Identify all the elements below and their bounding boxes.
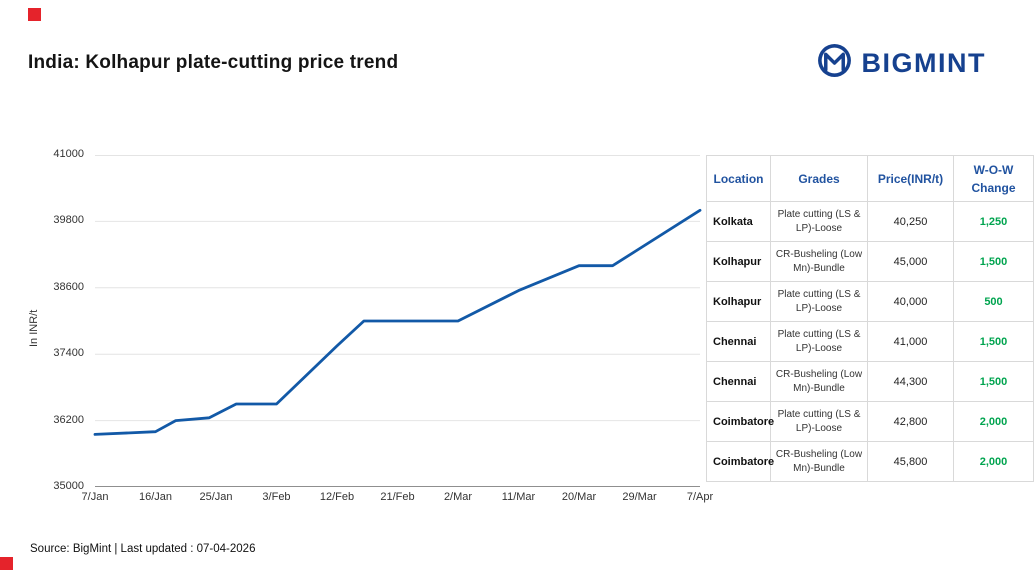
y-tick-label: 35000	[53, 480, 84, 492]
grade-cell: CR-Busheling (Low Mn)-Bundle	[770, 441, 868, 482]
y-axis-tick-labels: 35000 36200 37400 38600 39800 41000	[0, 148, 90, 492]
y-tick-label: 39800	[53, 214, 84, 227]
wow-change-cell: 2,000	[953, 401, 1034, 442]
price-table-row: Chennai Plate cutting (LS & LP)-Loose 41,0…	[706, 321, 1034, 362]
x-tick-label: 29/Mar	[622, 491, 657, 503]
grade-cell: Plate cutting (LS & LP)-Loose	[770, 281, 868, 322]
bigmint-logo-text: BIGMINT	[861, 47, 986, 78]
price-trend-line	[93, 208, 702, 436]
x-tick-label: 21/Feb	[380, 491, 415, 503]
x-tick-label: 20/Mar	[561, 491, 597, 503]
price-cell: 41,000	[867, 321, 954, 362]
x-tick-label: 11/Mar	[501, 491, 536, 503]
grade-cell: Plate cutting (LS & LP)-Loose	[770, 321, 868, 362]
y-tick-label: 36200	[53, 413, 84, 426]
column-header-price-inr-t-: Price(INR/t)	[867, 155, 954, 202]
x-tick-label: 3/Feb	[262, 491, 291, 503]
location-cell: Chennai	[706, 361, 771, 402]
page-title: India: Kolhapur plate-cutting price tren…	[28, 52, 399, 73]
price-cell: 40,250	[867, 201, 954, 242]
x-tick-label: 7/Jan	[81, 491, 109, 503]
wow-change-cell: 1,500	[953, 361, 1034, 402]
price-trend-chart	[93, 155, 702, 487]
price-cell: 40,000	[867, 281, 954, 322]
location-cell: Kolhapur	[706, 281, 771, 322]
price-table: Location Grades Price(INR/t) W-O-W Change K…	[706, 155, 1034, 482]
x-tick-label: 2/Mar	[443, 491, 473, 503]
location-cell: Kolhapur	[706, 241, 771, 282]
column-header-location: Location	[706, 155, 771, 202]
wow-change-cell: 1,250	[953, 201, 1034, 242]
grade-cell: Plate cutting (LS & LP)-Loose	[770, 201, 868, 242]
grade-cell: CR-Busheling (Low Mn)-Bundle	[770, 241, 868, 282]
price-cell: 44,300	[867, 361, 954, 402]
x-axis-tick-labels: 7/Jan 16/Jan 25/Jan 3/Feb 12/Feb 21/Feb 2/Mar 1…	[82, 491, 714, 507]
column-header-w-o-w-change: W-O-W Change	[953, 155, 1034, 202]
wow-change-cell: 1,500	[953, 241, 1034, 282]
y-tick-label: 41000	[53, 148, 84, 160]
source-note: Source: BigMint | Last updated : 07-04-2…	[30, 543, 256, 555]
wow-change-cell: 1,500	[953, 321, 1034, 362]
price-table-header: Location Grades Price(INR/t) W-O-W Change	[706, 155, 1034, 202]
price-table-row: Coimbatore CR-Busheling (Low Mn)-Bundle 45…	[706, 441, 1034, 482]
price-cell: 45,800	[867, 441, 954, 482]
x-tick-label: 25/Jan	[199, 491, 233, 503]
location-cell: Chennai	[706, 321, 771, 362]
y-tick-label: 37400	[53, 347, 84, 360]
wow-change-cell: 500	[953, 281, 1034, 322]
price-table-row: Kolhapur CR-Busheling (Low Mn)-Bundle 45,0…	[706, 241, 1034, 282]
grade-cell: Plate cutting (LS & LP)-Loose	[770, 401, 868, 442]
accent-square-top	[28, 8, 41, 21]
column-header-grades: Grades	[770, 155, 868, 202]
bigmint-logo: BIGMINT	[816, 42, 987, 84]
price-table-row: Coimbatore Plate cutting (LS & LP)-Loose 4…	[706, 401, 1034, 442]
price-table-row: Kolhapur Plate cutting (LS & LP)-Loose 40,…	[706, 281, 1034, 322]
price-table-row: Kolkata Plate cutting (LS & LP)-Loose 40,2…	[706, 201, 1034, 242]
price-cell: 45,000	[867, 241, 954, 282]
bigmint-m-emblem-icon	[816, 42, 853, 84]
location-cell: Coimbatore	[706, 401, 774, 442]
x-tick-label: 7/Apr	[686, 491, 714, 503]
grade-cell: CR-Busheling (Low Mn)-Bundle	[770, 361, 868, 402]
accent-square-bottom	[0, 557, 13, 570]
y-tick-label: 38600	[53, 280, 84, 293]
price-table-row: Chennai CR-Busheling (Low Mn)-Bundle 44,30…	[706, 361, 1034, 402]
x-tick-label: 16/Jan	[138, 491, 173, 503]
location-cell: Coimbatore	[706, 441, 774, 482]
price-cell: 42,800	[867, 401, 954, 442]
x-tick-label: 12/Feb	[319, 491, 355, 503]
location-cell: Kolkata	[706, 201, 771, 242]
wow-change-cell: 2,000	[953, 441, 1034, 482]
